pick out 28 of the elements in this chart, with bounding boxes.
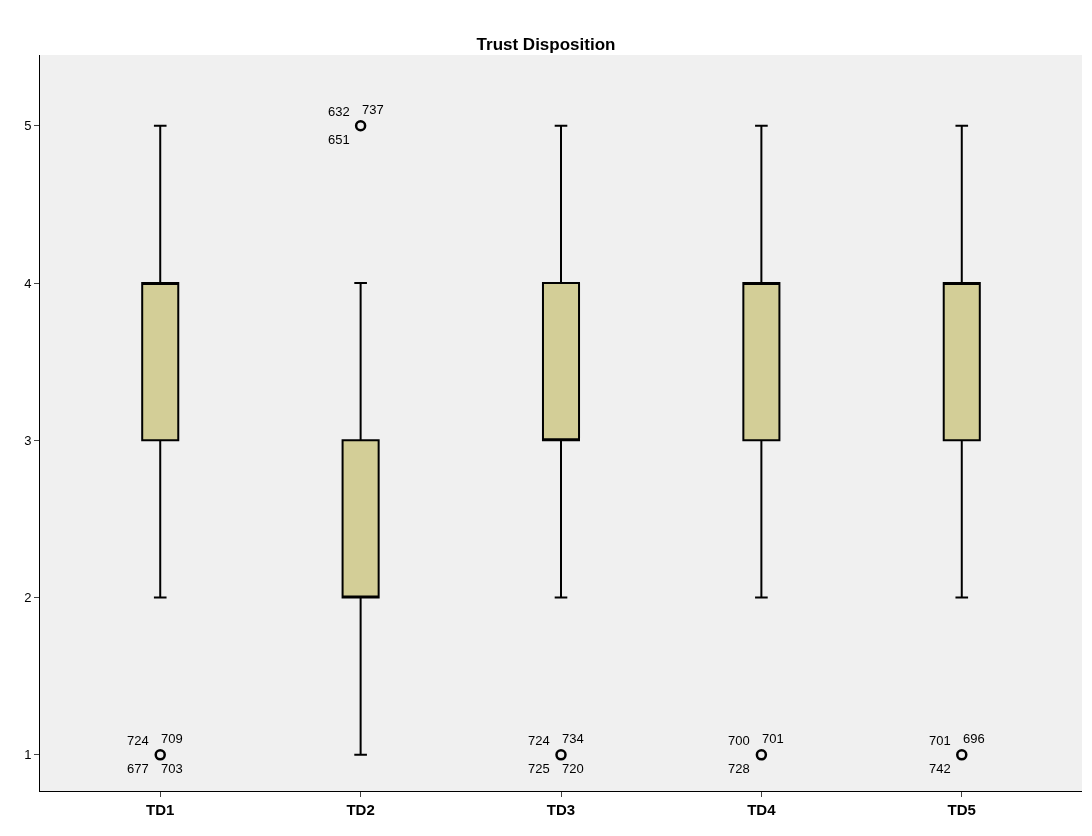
y-tick-label: 3 <box>24 432 32 448</box>
y-tick-label: 2 <box>24 590 32 606</box>
annotation: 725 <box>528 761 550 776</box>
y-tick-label: 5 <box>24 118 32 134</box>
annotation: 734 <box>562 731 584 746</box>
x-tick-label: TD5 <box>947 801 976 818</box>
annotation: 701 <box>762 731 784 746</box>
x-tick-label: TD3 <box>546 801 576 818</box>
x-tick-label: TD4 <box>747 801 777 818</box>
x-tick-label: TD2 <box>346 801 375 818</box>
annotation: 632 <box>328 104 350 119</box>
annotation: 742 <box>929 761 951 776</box>
x-tick-label: TD1 <box>146 801 175 818</box>
annotation: 651 <box>328 132 350 147</box>
annotation: 724 <box>528 733 550 748</box>
annotation: 700 <box>728 733 750 748</box>
annotation: 737 <box>362 102 384 117</box>
annotation: 728 <box>728 761 750 776</box>
y-tick-label: 1 <box>24 747 32 763</box>
chart-title: Trust Disposition <box>476 34 616 54</box>
annotation: 677 <box>127 761 149 776</box>
annotation: 701 <box>929 733 951 748</box>
annotation: 696 <box>963 731 985 746</box>
annotation: 724 <box>127 733 149 748</box>
annotation: 709 <box>161 731 183 746</box>
y-tick-label: 4 <box>24 275 32 291</box>
annotation: 703 <box>161 761 183 776</box>
annotation: 720 <box>562 761 584 776</box>
